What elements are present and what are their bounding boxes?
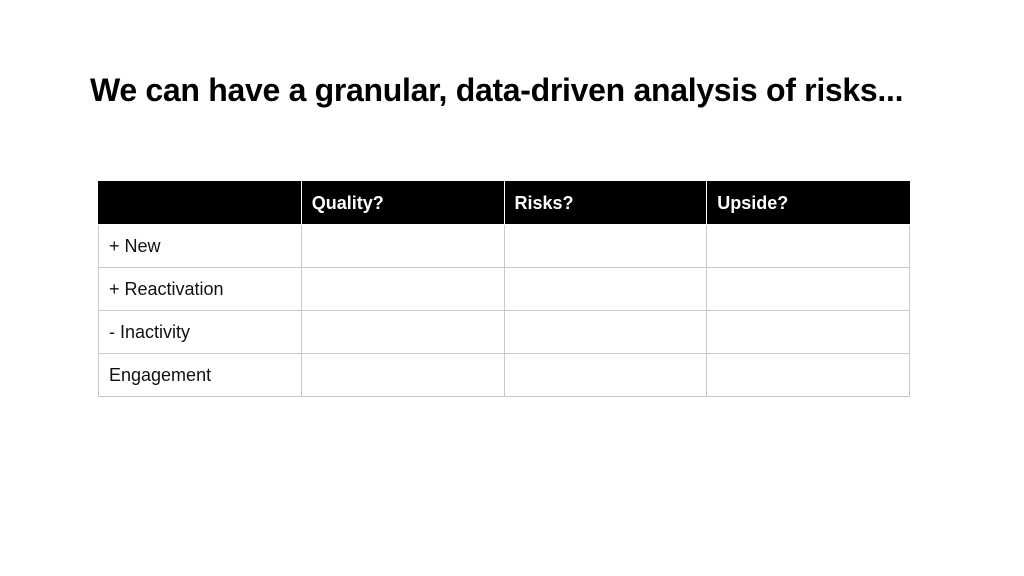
table-cell xyxy=(706,353,910,397)
row-label-inactivity: - Inactivity xyxy=(98,310,302,354)
table-row: + New xyxy=(98,224,910,268)
slide-title: We can have a granular, data-driven anal… xyxy=(90,72,904,108)
table-cell xyxy=(706,267,910,311)
table-header-row: Quality? Risks? Upside? xyxy=(98,181,910,225)
table-cell xyxy=(300,224,505,268)
risk-analysis-table: Quality? Risks? Upside? + New + Reactiva… xyxy=(98,181,910,397)
table-row: - Inactivity xyxy=(98,310,910,354)
row-label-engagement: Engagement xyxy=(98,353,302,397)
table-row: Engagement xyxy=(98,353,910,397)
table-row: + Reactivation xyxy=(98,267,910,311)
table-cell xyxy=(503,224,708,268)
row-label-reactivation: + Reactivation xyxy=(98,267,302,311)
row-label-new: + New xyxy=(98,224,302,268)
table-cell xyxy=(300,310,505,354)
header-cell-risks: Risks? xyxy=(503,181,708,225)
header-cell-empty xyxy=(98,181,302,225)
table-cell xyxy=(706,224,910,268)
table-cell xyxy=(503,267,708,311)
table-cell xyxy=(300,267,505,311)
table-cell xyxy=(503,310,708,354)
header-cell-quality: Quality? xyxy=(300,181,505,225)
table-cell xyxy=(503,353,708,397)
table-cell xyxy=(706,310,910,354)
table-cell xyxy=(300,353,505,397)
header-cell-upside: Upside? xyxy=(706,181,910,225)
